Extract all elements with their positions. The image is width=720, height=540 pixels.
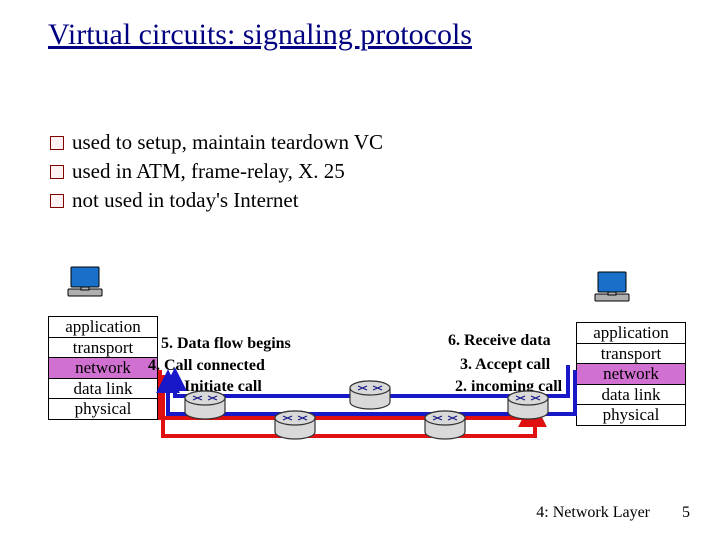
step-label: 1. Initiate call	[168, 378, 262, 396]
layer-transport: transport	[49, 338, 157, 359]
bullet-item: used to setup, maintain teardown VC	[50, 130, 383, 155]
layer-network: network	[49, 358, 157, 379]
layer-datalink: data link	[577, 385, 685, 406]
osi-stack-right: application transport network data link …	[576, 322, 686, 426]
page-title: Virtual circuits: signaling protocols	[48, 18, 472, 52]
step-label: 5. Data flow begins	[161, 335, 291, 353]
footer-page-number: 5	[682, 504, 690, 522]
bullet-marker	[50, 194, 64, 208]
step-label: 4. Call connected	[148, 357, 265, 375]
network-diagram	[0, 0, 720, 540]
footer-chapter: 4: Network Layer	[536, 504, 650, 522]
bullet-marker	[50, 165, 64, 179]
bullet-item: used in ATM, frame-relay, X. 25	[50, 159, 383, 184]
layer-application: application	[49, 317, 157, 338]
bullet-list: used to setup, maintain teardown VC used…	[50, 130, 383, 217]
layer-application: application	[577, 323, 685, 344]
step-label: 6. Receive data	[448, 332, 551, 350]
bullet-marker	[50, 136, 64, 150]
layer-transport: transport	[577, 344, 685, 365]
layer-datalink: data link	[49, 379, 157, 400]
step-label: 2. incoming call	[455, 378, 562, 396]
step-label: 3. Accept call	[460, 356, 550, 374]
layer-physical: physical	[49, 399, 157, 419]
bullet-item: not used in today's Internet	[50, 188, 383, 213]
layer-physical: physical	[577, 405, 685, 425]
osi-stack-left: application transport network data link …	[48, 316, 158, 420]
layer-network: network	[577, 364, 685, 385]
